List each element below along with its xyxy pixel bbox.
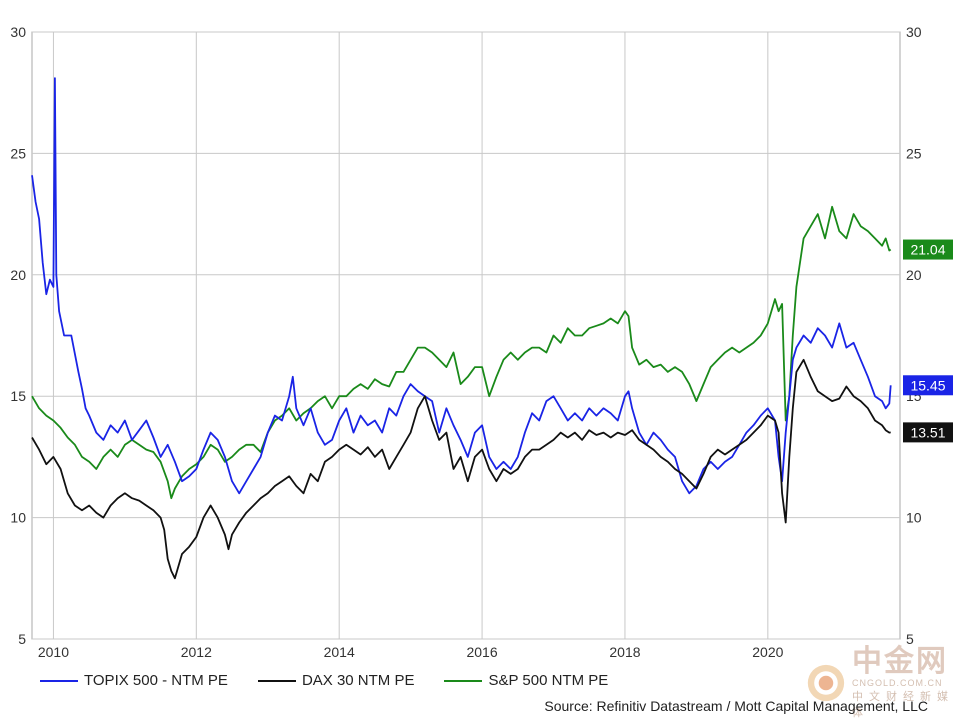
- series-line-dax: [31, 358, 891, 580]
- legend-label-topix: TOPIX 500 - NTM PE: [84, 672, 228, 689]
- x-tick-2016: 2016: [466, 644, 497, 660]
- x-tick-2018: 2018: [609, 644, 640, 660]
- watermark-brand: 中金网: [851, 644, 948, 679]
- legend-item-dax[interactable]: DAX 30 NTM PE: [257, 672, 415, 689]
- source-note: Source: Refinitiv Datastream / Mott Capi…: [544, 698, 928, 714]
- end-labels: 15.45 13.51 21.04: [903, 239, 953, 443]
- coin-logo-icon: [807, 664, 845, 702]
- legend-label-dax: DAX 30 NTM PE: [301, 672, 415, 689]
- grid: [32, 31, 900, 640]
- y-tick-left-20: 20: [10, 267, 26, 283]
- end-label-box-topix: [903, 375, 953, 396]
- end-label-topix: 15.45: [903, 375, 953, 396]
- end-label-text-topix: 15.45: [910, 377, 945, 393]
- x-tick-2012: 2012: [181, 644, 212, 660]
- series-line-topix: [31, 77, 892, 495]
- watermark-tagline: 中文财经新媒体: [851, 690, 954, 719]
- y-tick-left-5: 5: [18, 631, 26, 647]
- series-line-sp500: [31, 205, 892, 500]
- end-label-dax: 13.51: [903, 422, 953, 443]
- end-label-text-sp500: 21.04: [910, 242, 945, 258]
- end-label-sp500: 21.04: [903, 239, 953, 260]
- legend-swatch-topix: [40, 679, 78, 682]
- watermark-logo: 中金网 CNGOLD.COM.CN 中文财经新媒体: [806, 646, 960, 720]
- y-tick-left-15: 15: [10, 388, 26, 404]
- end-label-box-sp500: [903, 239, 953, 260]
- y-tick-right-25: 25: [906, 145, 922, 161]
- y-tick-right-5: 5: [906, 631, 914, 647]
- plot-frame: [31, 31, 901, 640]
- y-tick-right-20: 20: [906, 267, 922, 283]
- series-lines: [31, 77, 892, 580]
- y-tick-left-30: 30: [10, 24, 26, 40]
- y-tick-left-25: 25: [10, 145, 26, 161]
- end-label-text-dax: 13.51: [910, 424, 945, 440]
- watermark-domain: CNGOLD.COM.CN: [851, 678, 943, 688]
- legend-item-topix[interactable]: TOPIX 500 - NTM PE: [40, 672, 228, 689]
- legend-label-sp500: S&P 500 NTM PE: [488, 672, 609, 689]
- legend-item-sp500[interactable]: S&P 500 NTM PE: [444, 672, 608, 689]
- end-label-box-dax: [903, 422, 953, 443]
- x-tick-2010: 2010: [38, 644, 69, 660]
- legend: TOPIX 500 - NTM PE DAX 30 NTM PE S&P 500…: [40, 672, 638, 689]
- legend-swatch-dax: [257, 679, 296, 682]
- y-tick-left-10: 10: [10, 510, 26, 526]
- x-tick-2020: 2020: [752, 644, 783, 660]
- y-tick-right-10: 10: [906, 510, 922, 526]
- legend-swatch-sp500: [444, 679, 483, 682]
- x-tick-2014: 2014: [324, 644, 355, 660]
- y-tick-right-30: 30: [906, 24, 922, 40]
